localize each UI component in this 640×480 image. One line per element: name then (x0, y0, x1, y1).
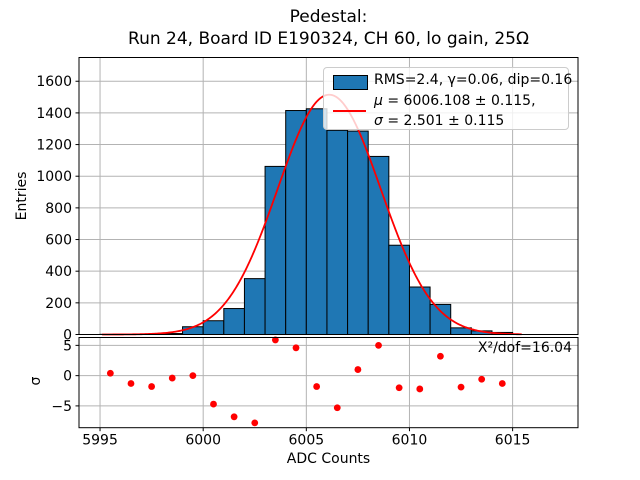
chart-title: Pedestal: Run 24, Board ID E190324, CH 6… (79, 6, 578, 50)
residual-point (416, 385, 424, 393)
legend-mu-symbol: μ (374, 93, 383, 109)
legend-fit-label: μ = 6006.108 ± 0.115, σ = 2.501 ± 0.115 (374, 92, 536, 131)
y-axis-label-sigma: σ (28, 376, 44, 386)
y-tick-label-main: 400 (45, 264, 72, 280)
residual-point (478, 375, 486, 383)
chart-title-line2: Run 24, Board ID E190324, CH 60, lo gain… (128, 29, 529, 49)
y-tick-label-residual: −5 (51, 399, 72, 415)
x-tick-label: 6005 (289, 433, 325, 449)
x-tick-label: 6010 (392, 433, 428, 449)
legend-sigma-value: = 2.501 ± 0.115 (382, 112, 505, 129)
y-axis-label-entries: Entries (14, 171, 30, 221)
residual-point (313, 383, 321, 390)
residual-point (271, 336, 279, 344)
residual-point (437, 352, 444, 360)
residual-point (168, 374, 176, 382)
histogram-bar (202, 320, 225, 336)
fit-curve (102, 93, 522, 336)
histogram-bar (305, 108, 328, 335)
y-tick-label-residual: 0 (63, 369, 72, 385)
residual-point (251, 419, 259, 427)
residual-point (375, 341, 382, 349)
residual-point (189, 372, 197, 380)
y-tick-label-main: 200 (45, 296, 72, 312)
y-tick-label-main: 0 (63, 328, 72, 344)
legend-histogram-label: RMS=2.4, γ=0.06, dip=0.16 (374, 72, 573, 88)
chart-title-line1: Pedestal: (289, 7, 368, 27)
residual-point (230, 413, 238, 421)
residual-panel-border (78, 337, 579, 429)
legend-fit-line-sample (333, 110, 366, 112)
residual-point (292, 344, 300, 352)
y-tick-label-main: 1000 (36, 169, 72, 185)
histogram-bar (326, 129, 349, 335)
residual-point (210, 400, 217, 408)
y-tick-label-main: 1200 (36, 138, 72, 154)
y-tick-label-main: 1600 (36, 74, 72, 90)
residual-point (457, 383, 465, 391)
legend-mu-value: = 6006.108 ± 0.115, (382, 93, 536, 109)
residual-point (106, 369, 114, 377)
residual-point (354, 366, 362, 373)
x-tick-label: 6015 (495, 433, 531, 449)
histogram-bar (243, 278, 266, 336)
residual-point (333, 404, 341, 412)
x-tick-label: 6000 (185, 433, 221, 449)
y-tick-label-main: 600 (45, 233, 72, 249)
y-tick-label-main: 1400 (36, 106, 72, 122)
histogram-bar (264, 165, 287, 335)
histogram-bar (347, 130, 369, 335)
main-panel-border (78, 57, 579, 335)
histogram-bar (223, 308, 245, 335)
histogram-bar (285, 110, 307, 335)
histogram-bar (388, 244, 410, 335)
y-tick-label-main: 800 (45, 201, 72, 217)
x-tick-label: 5995 (82, 433, 118, 449)
residual-point (498, 380, 506, 387)
legend-sigma-symbol: σ (374, 112, 383, 129)
residual-point (148, 383, 156, 390)
residual-point (395, 384, 403, 392)
x-axis-label: ADC Counts (286, 451, 371, 467)
histogram-bar (429, 303, 452, 336)
legend: RMS=2.4, γ=0.06, dip=0.16 μ = 6006.108 ±… (323, 67, 573, 131)
y-tick-label-residual: 5 (63, 338, 72, 354)
legend-histogram-swatch (333, 75, 368, 90)
chi2-annotation: X²/dof=16.04 (477, 340, 572, 356)
residual-point (127, 380, 135, 387)
